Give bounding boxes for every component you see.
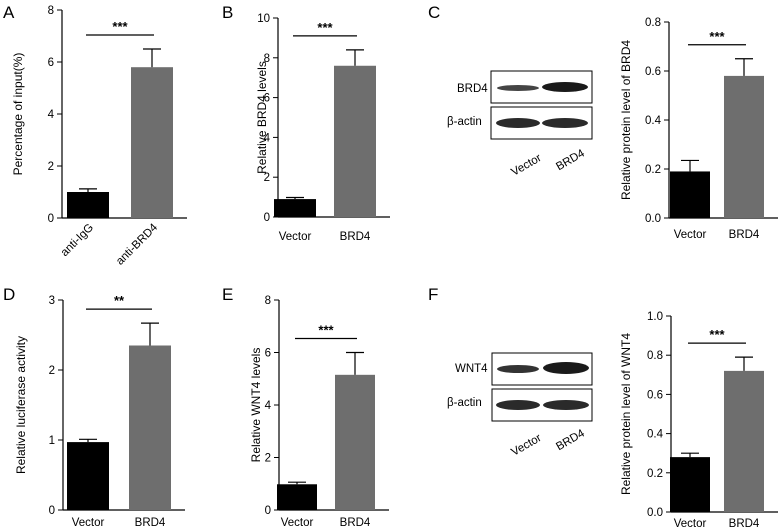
y-tick-label-a-1: 2 <box>48 161 54 173</box>
blot-c-row-label-actin: β-actin <box>447 116 482 128</box>
y-tick-label-e-4: 8 <box>265 295 271 307</box>
y-tick-label-f-0: 0.0 <box>647 507 663 519</box>
blot-f-band-target-vector <box>497 365 539 373</box>
y-tick-label-c-3: 0.6 <box>645 66 661 78</box>
bar-f-1 <box>724 370 764 512</box>
x-category-label-f-0: Vector <box>674 518 707 530</box>
y-tick-label-d-2: 2 <box>49 365 55 377</box>
significance-label-b: *** <box>317 20 333 35</box>
x-category-label-f-1: BRD4 <box>729 518 760 530</box>
y-axis-label-c: Relative protein level of BRD4 <box>619 40 633 200</box>
x-category-label-e-0: Vector <box>281 517 314 529</box>
chart-d: 0 1 2 3 Relative luciferase activity Vector BR… <box>14 293 185 529</box>
bar-c-1 <box>724 75 764 219</box>
blot-c-lane-vector: Vector <box>509 152 543 179</box>
y-tick-label-c-2: 0.4 <box>645 115 662 127</box>
significance-label-e: *** <box>318 323 334 338</box>
blot-c-band-actin-vector <box>496 118 540 128</box>
blot-f-row-label-target: WNT4 <box>455 363 488 375</box>
y-tick-label-f-4: 0.8 <box>647 350 663 362</box>
y-tick-label-f-1: 0.2 <box>647 468 663 480</box>
blot-f-lane-vector: Vector <box>509 432 543 459</box>
x-category-label-b-1: BRD4 <box>340 231 371 243</box>
blot-c-band-actin-brd4 <box>542 118 588 128</box>
y-tick-label-b-0: 0 <box>264 212 270 224</box>
significance-label-d: ** <box>114 293 125 308</box>
chart-b: 0 2 4 6 8 10 Relative BRD4 levels Vector BRD4 *** <box>255 13 390 243</box>
x-category-label-c-1: BRD4 <box>729 229 760 241</box>
chart-f: 0.0 0.2 0.4 0.6 0.8 1.0 Relative protein level… <box>619 311 778 530</box>
y-tick-label-c-1: 0.2 <box>645 164 661 176</box>
bar-d-0 <box>67 442 109 510</box>
bar-charts-layer: 0 2 4 6 8 Percentage of input(%) anti-IgG anti-… <box>11 5 778 530</box>
y-tick-label-a-0: 0 <box>48 213 54 225</box>
y-tick-label-b-1: 2 <box>264 172 270 184</box>
blot-f-band-actin-brd4 <box>543 400 589 410</box>
y-tick-label-d-3: 3 <box>49 295 55 307</box>
x-category-label-b-0: Vector <box>279 231 312 243</box>
significance-label-f: *** <box>709 327 725 342</box>
y-axis-label-a: Percentage of input(%) <box>11 53 25 176</box>
x-category-label-a-1: anti-BRD4 <box>114 221 160 267</box>
x-category-label-a-0: anti-IgG <box>59 222 96 259</box>
y-tick-label-b-2: 4 <box>264 132 271 144</box>
chart-e: 0 2 4 6 8 Relative WNT4 levels Vector BRD4 *** <box>249 295 389 529</box>
y-tick-label-f-3: 0.6 <box>647 389 663 401</box>
blot-f-band-actin-vector <box>496 400 540 410</box>
y-tick-label-a-3: 6 <box>48 57 54 69</box>
western-blot-c: BRD4 β-actin Vector BRD4 <box>447 70 593 179</box>
y-tick-label-b-5: 10 <box>257 13 270 25</box>
blot-f-row-label-actin: β-actin <box>447 397 482 409</box>
bar-a-0 <box>67 192 109 218</box>
y-tick-label-d-0: 0 <box>49 505 55 517</box>
y-tick-label-e-1: 2 <box>265 453 271 465</box>
x-category-label-d-0: Vector <box>72 517 105 529</box>
significance-label-c: *** <box>709 29 725 44</box>
y-tick-label-d-1: 1 <box>49 435 55 447</box>
y-axis-label-f: Relative protein level of WNT4 <box>619 333 633 495</box>
bar-b-1 <box>334 65 376 217</box>
y-tick-label-b-3: 6 <box>264 93 270 105</box>
x-category-label-e-1: BRD4 <box>340 517 371 529</box>
y-axis-label-b: Relative BRD4 levels <box>255 61 269 174</box>
bar-a-1 <box>131 67 173 218</box>
panel-letter-f: F <box>428 285 438 304</box>
blot-c-lane-brd4: BRD4 <box>554 147 587 173</box>
western-blot-f: WNT4 β-actin Vector BRD4 <box>447 352 593 459</box>
panel-letter-d: D <box>3 285 15 304</box>
y-tick-label-e-0: 0 <box>265 505 271 517</box>
significance-label-a: *** <box>112 19 128 34</box>
y-tick-label-c-4: 0.8 <box>645 17 661 29</box>
x-category-label-c-0: Vector <box>674 229 707 241</box>
y-tick-label-e-3: 6 <box>265 348 271 360</box>
y-tick-label-a-4: 8 <box>48 5 54 17</box>
panel-letter-c: C <box>428 3 440 22</box>
y-tick-label-a-2: 4 <box>48 109 55 121</box>
y-axis-label-e: Relative WNT4 levels <box>249 348 263 463</box>
blot-f-lane-brd4: BRD4 <box>554 427 587 453</box>
bar-e-0 <box>277 484 317 510</box>
blot-c-band-target-brd4 <box>542 82 588 92</box>
blot-c-band-target-vector <box>497 85 539 91</box>
chart-a: 0 2 4 6 8 Percentage of input(%) anti-IgG anti-… <box>11 5 187 268</box>
blot-f-band-target-brd4 <box>543 362 589 374</box>
y-tick-label-e-2: 4 <box>265 400 272 412</box>
bar-e-1 <box>335 374 375 510</box>
bar-b-0 <box>274 199 316 217</box>
y-tick-label-f-2: 0.4 <box>647 429 664 441</box>
y-axis-label-d: Relative luciferase activity <box>14 336 28 474</box>
panel-letter-a: A <box>3 3 15 22</box>
blot-c-row-label-target: BRD4 <box>457 83 488 95</box>
panel-letter-b: B <box>222 3 233 22</box>
bar-d-1 <box>129 345 171 510</box>
bar-c-0 <box>670 171 710 218</box>
y-tick-label-f-5: 1.0 <box>647 311 663 323</box>
y-tick-label-c-0: 0.0 <box>645 213 661 225</box>
y-tick-label-b-4: 8 <box>264 53 270 65</box>
panel-letter-e: E <box>222 285 233 304</box>
chart-c: 0.0 0.2 0.4 0.6 0.8 Relative protein level of… <box>619 17 778 241</box>
bar-f-0 <box>670 457 710 512</box>
x-category-label-d-1: BRD4 <box>135 517 166 529</box>
